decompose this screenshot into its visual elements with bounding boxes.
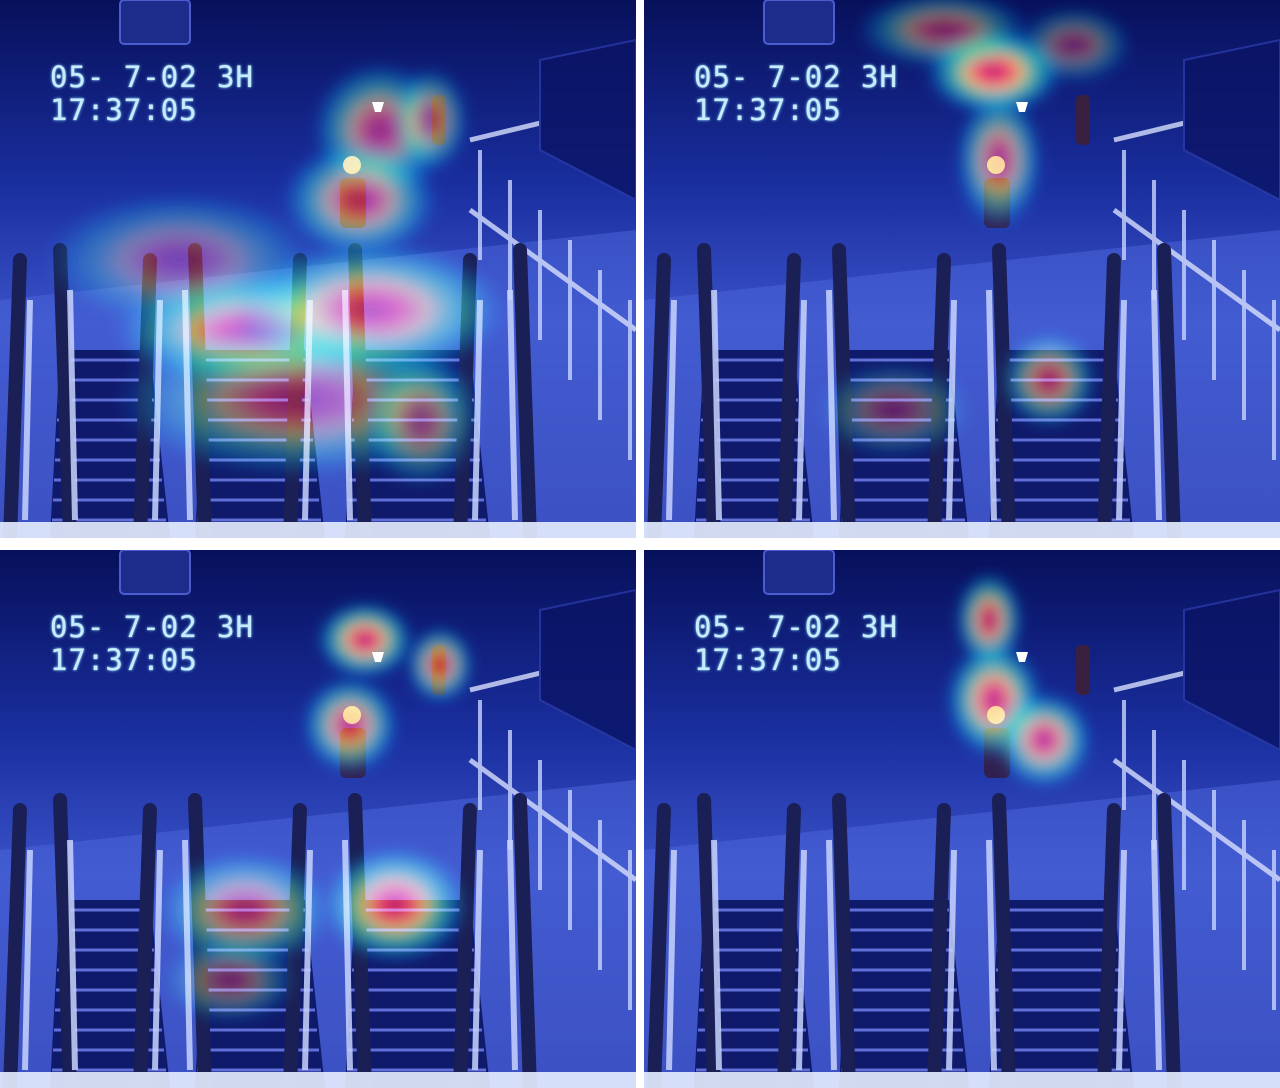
osd-time: 17:37:05 [694, 643, 842, 677]
osd-mode: 3H [861, 610, 898, 644]
heatmap-overlay [944, 570, 1094, 790]
panel-bottom-left: 05- 7-02 3H 17:37:05 [0, 550, 636, 1088]
heat-blob [854, 0, 1034, 70]
heat-blob [405, 625, 475, 705]
panel-top-right: 05- 7-02 3H 17:37:05 [644, 0, 1280, 538]
ceiling-camera [763, 0, 835, 45]
heat-blob [40, 190, 320, 330]
osd-mode: 3H [861, 60, 898, 94]
right-railing [468, 38, 636, 460]
bottom-edge [0, 522, 636, 538]
right-railing [468, 588, 636, 1010]
bottom-edge [644, 522, 1280, 538]
heat-blob [280, 140, 440, 260]
heat-blob [814, 360, 974, 460]
heat-blob [390, 65, 470, 175]
escalators [694, 900, 1134, 1088]
ceiling-camera [119, 0, 191, 45]
osd-mode: 3H [217, 60, 254, 94]
escalator-handrails [647, 793, 1181, 1088]
osd-date: 05- 7-02 [50, 610, 198, 644]
panel-bottom-right: 05- 7-02 3H 17:37:05 [644, 550, 1280, 1088]
heat-blob [320, 845, 470, 965]
heatmap-overlay [814, 0, 1134, 460]
ceiling-camera [763, 550, 835, 595]
heatmap-overlay [155, 600, 475, 1025]
osd-date: 05- 7-02 [50, 60, 198, 94]
heat-blob [160, 935, 300, 1025]
heat-blob [999, 330, 1099, 430]
bottom-edge [0, 1072, 636, 1088]
person [1076, 95, 1090, 145]
osd-time: 17:37:05 [694, 93, 842, 127]
heat-blob [954, 90, 1044, 230]
heat-blob [315, 600, 415, 680]
osd-date: 05- 7-02 [694, 610, 842, 644]
heat-blob [1014, 5, 1134, 85]
person [1076, 645, 1090, 695]
ceiling-camera [119, 550, 191, 595]
panel-top-left: 05- 7-02 3H 17:37:05 [0, 0, 636, 538]
heatmap-overlay [40, 60, 510, 490]
osd-date: 05- 7-02 [694, 60, 842, 94]
osd-time: 17:37:05 [50, 93, 198, 127]
heat-blob [994, 690, 1094, 790]
bottom-edge [644, 1072, 1280, 1088]
right-railing [1112, 38, 1280, 460]
heat-blob [360, 350, 480, 490]
right-railing [1112, 588, 1280, 1010]
osd-mode: 3H [217, 610, 254, 644]
heat-blob [300, 675, 400, 775]
osd-time: 17:37:05 [50, 643, 198, 677]
